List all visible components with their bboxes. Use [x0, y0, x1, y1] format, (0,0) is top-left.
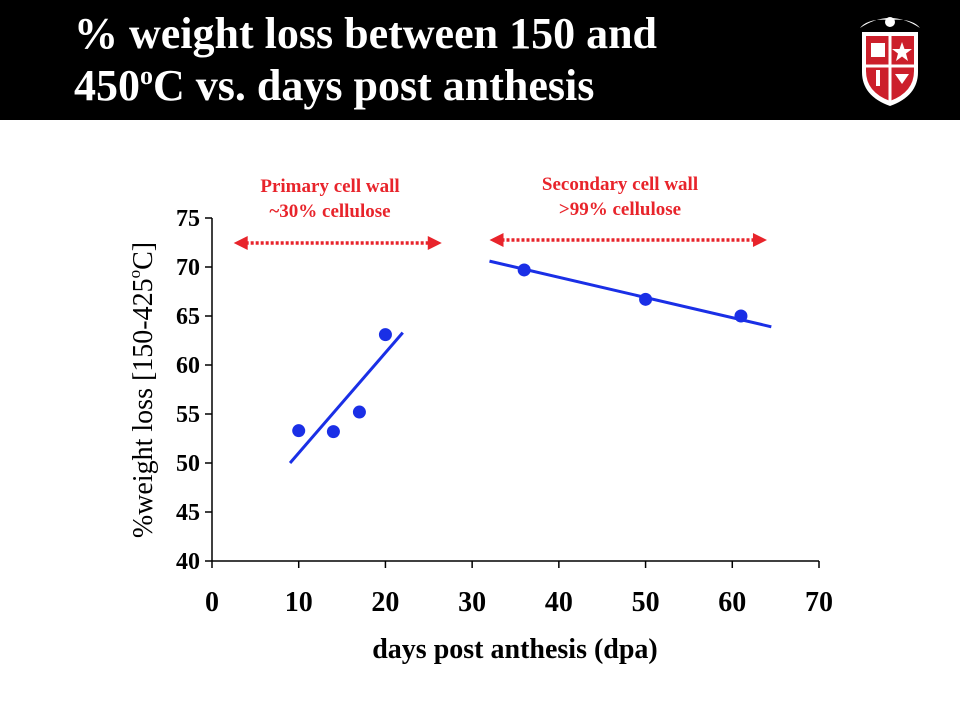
title-line-2-post: C vs. days post anthesis	[153, 61, 595, 110]
range-arrowhead-left	[489, 233, 504, 247]
y-tick-label: 70	[176, 255, 200, 281]
title-line-2-pre: 450	[74, 61, 140, 110]
trendlines	[288, 259, 772, 464]
y-tick-label: 45	[176, 500, 200, 526]
annotation-primary: Primary cell wall ~30% cellulose	[215, 174, 445, 224]
annotation-secondary-line2: >99% cellulose	[558, 199, 682, 220]
range-arrowhead-right	[427, 236, 442, 250]
x-tick-label: 40	[545, 587, 573, 618]
title-degree-sup: o	[140, 61, 153, 90]
data-point	[639, 292, 653, 306]
title-line-1: % weight loss between 150 and	[74, 9, 658, 58]
x-tick-label: 30	[458, 587, 486, 618]
axes	[205, 217, 820, 568]
x-axis-label: days post anthesis (dpa)	[372, 634, 658, 665]
y-tick-label: 55	[176, 402, 200, 428]
range-arrowhead-right	[752, 233, 767, 247]
x-tick-label: 10	[285, 587, 313, 618]
university-seal-logo	[860, 17, 920, 106]
data-point	[517, 263, 531, 277]
data-points	[292, 263, 748, 439]
annotation-primary-line1: Primary cell wall	[260, 176, 400, 197]
data-point	[734, 309, 748, 323]
title-line-2: 450oC vs. days post anthesis	[74, 60, 834, 118]
trendline-1	[288, 331, 404, 464]
slide-title: % weight loss between 150 and 450oC vs. …	[74, 8, 834, 118]
range-arrowhead-left	[233, 236, 248, 250]
y-tick-label: 40	[176, 549, 200, 575]
y-axis-label-sup: o	[125, 270, 144, 279]
x-tick-label: 20	[371, 587, 399, 618]
trendline-2	[489, 259, 772, 329]
x-tick-label: 60	[718, 587, 746, 618]
y-tick-label: 50	[176, 451, 200, 477]
data-point	[352, 405, 366, 419]
y-axis-label-main: %weight loss [150-425	[128, 278, 159, 538]
y-tick-label: 60	[176, 353, 200, 379]
tick-labels: 40 45 50 55 60 65 70 75 0 10 20 30 40 50 60 70	[176, 206, 833, 618]
data-point	[378, 328, 392, 342]
x-tick-label: 70	[805, 587, 833, 618]
x-tick-label: 0	[205, 587, 219, 618]
y-tick-label: 75	[176, 206, 200, 232]
annotation-secondary: Secondary cell wall >99% cellulose	[490, 172, 750, 222]
x-tick-label: 50	[632, 587, 660, 618]
y-axis-label: %weight loss [150-425oC]	[125, 242, 159, 538]
y-tick-label: 65	[176, 304, 200, 330]
annotation-primary-line2: ~30% cellulose	[269, 201, 391, 222]
data-point	[326, 425, 340, 439]
data-point	[292, 424, 306, 438]
title-bar: % weight loss between 150 and 450oC vs. …	[0, 0, 960, 120]
y-axis-label-end: C]	[128, 242, 159, 270]
annotation-secondary-line1: Secondary cell wall	[541, 174, 699, 195]
range-arrows	[233, 233, 767, 250]
